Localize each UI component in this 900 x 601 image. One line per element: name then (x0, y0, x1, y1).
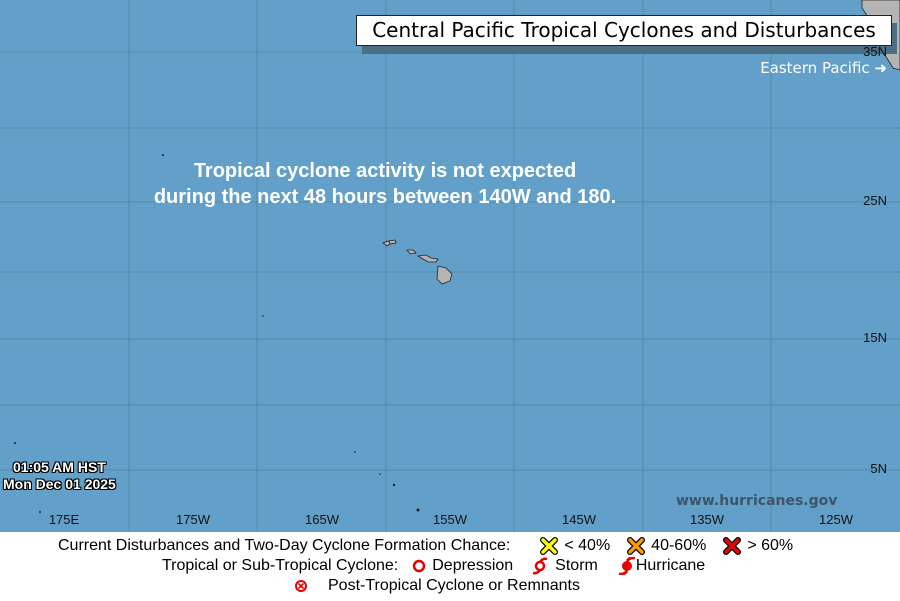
map-grid (0, 0, 900, 532)
lat-label: 35N (863, 44, 887, 59)
message-line: during the next 48 hours between 140W an… (153, 186, 617, 208)
lat-label: 25N (863, 193, 887, 208)
post-tropical-icon (295, 580, 307, 592)
cyclone-label: Tropical or Sub-Tropical Cyclone: (162, 557, 399, 574)
x-red-icon (723, 537, 742, 555)
post-tropical-label: Post-Tropical Cyclone or Remnants (328, 577, 580, 594)
eastern-pacific-link[interactable]: Eastern Pacific ➜ (760, 59, 887, 77)
disturbances-label: Current Disturbances and Two-Day Cyclone… (58, 537, 511, 554)
storm-label: Storm (555, 557, 598, 574)
map-title: Central Pacific Tropical Cyclones and Di… (356, 15, 892, 46)
message-line: Tropical cyclone activity is not expecte… (193, 160, 577, 182)
time: 01:05 AM HST (13, 459, 106, 475)
lon-label: 145W (562, 512, 596, 527)
x-orange-icon (627, 537, 646, 555)
lon-label: 165W (305, 512, 339, 527)
lat-label: 5N (870, 461, 887, 476)
lon-label: 175E (48, 512, 80, 527)
x-yellow-icon (540, 537, 559, 555)
depression-label: Depression (432, 557, 514, 574)
legend: Current Disturbances and Two-Day Cyclone… (0, 532, 900, 601)
low-chance-label: < 40% (564, 537, 611, 554)
hurricane-label: Hurricane (635, 557, 706, 574)
lon-label: 155W (433, 512, 467, 527)
timestamp: 01:05 AM HST Mon Dec 01 2025 (3, 459, 116, 493)
depression-icon (412, 559, 426, 573)
medium-chance-label: 40-60% (651, 537, 707, 554)
map: Central Pacific Tropical Cyclones and Di… (0, 0, 900, 532)
lon-label: 125W (819, 512, 853, 527)
lon-label: 175W (176, 512, 210, 527)
date: Mon Dec 01 2025 (3, 476, 116, 492)
lat-label: 15N (863, 330, 887, 345)
hurricane-icon (618, 557, 636, 575)
arrow-right-icon: ➜ (874, 59, 887, 77)
high-chance-label: > 60% (747, 537, 794, 554)
storm-icon (532, 557, 548, 575)
lon-label: 135W (690, 512, 724, 527)
outlook-message: Tropical cyclone activity is not expecte… (0, 158, 770, 210)
eastern-pacific-label: Eastern Pacific (760, 59, 870, 77)
website-label: www.hurricanes.gov (676, 493, 838, 509)
